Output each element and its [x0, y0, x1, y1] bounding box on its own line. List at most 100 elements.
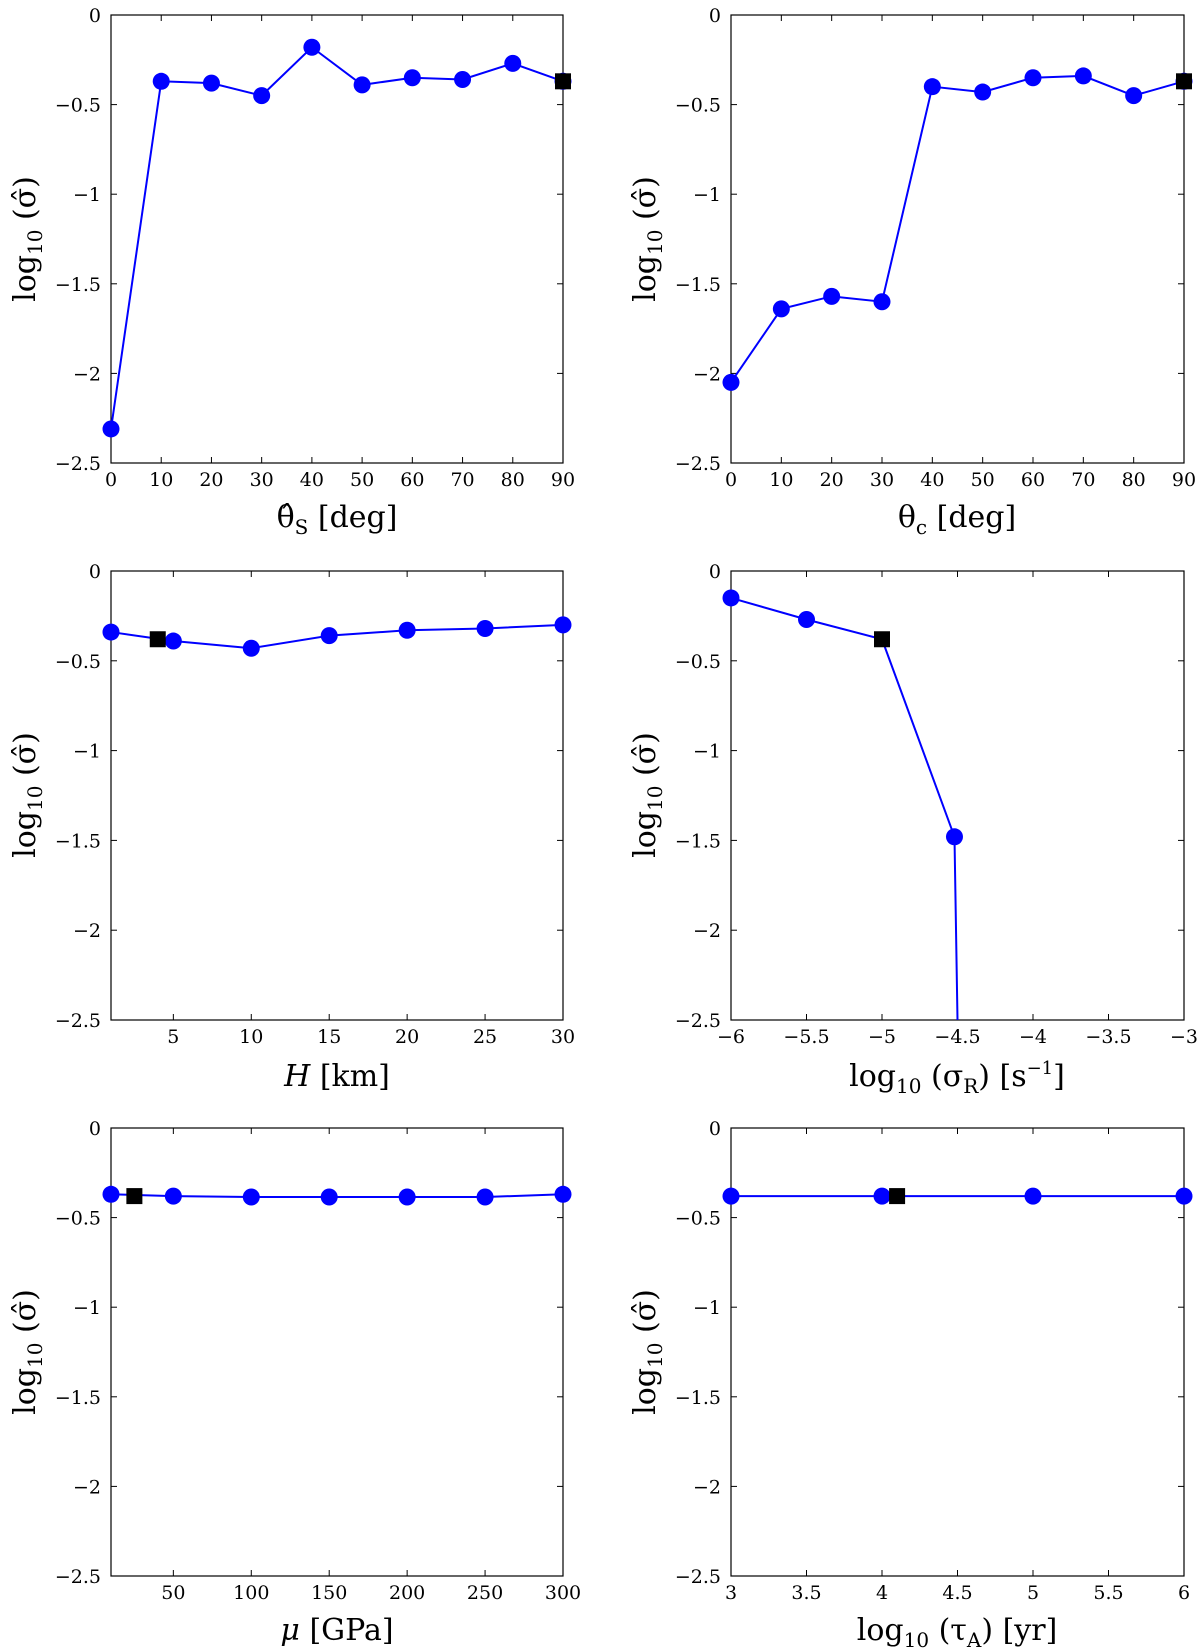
y-tick-label: −1.5 [55, 830, 101, 852]
y-tick-label: −1.5 [55, 1387, 101, 1409]
x-tick-label: −3.5 [1085, 1026, 1131, 1048]
y-tick-label: −1 [73, 1297, 101, 1319]
x-tick-label: −4.5 [934, 1026, 980, 1048]
x-tick-label: 80 [501, 469, 525, 491]
x-tick-label: 5.5 [1093, 1582, 1123, 1604]
data-point [164, 1187, 182, 1205]
plot-frame [730, 14, 1185, 464]
data-point [823, 287, 841, 305]
x-tick-label: 20 [199, 469, 223, 491]
data-point [242, 639, 260, 657]
y-tick-label: 0 [709, 1118, 721, 1140]
y-tick-label: −2 [73, 920, 101, 942]
y-tick-label: 0 [709, 5, 721, 27]
y-tick-label: −1.5 [55, 274, 101, 296]
data-point [554, 1185, 572, 1203]
data-point [102, 1185, 120, 1203]
ticks: −6 −5.5 −5 −4.5 −4 −3.5 −3 0 −0.5 −1 −1.5 −2 −2.5 [675, 561, 1198, 1048]
series [722, 67, 1193, 391]
data-point [873, 293, 891, 311]
y-tick-label: −2.5 [55, 1010, 101, 1032]
y-tick-label: −2 [693, 1476, 721, 1498]
plot-frame [110, 14, 564, 464]
series [102, 616, 572, 657]
data-point [202, 74, 220, 92]
x-tick-label: 25 [473, 1026, 497, 1048]
x-tick-label: 200 [389, 1582, 425, 1604]
y-tick-label: −0.5 [675, 651, 721, 673]
data-point [398, 621, 416, 639]
x-tick-label: 20 [395, 1026, 419, 1048]
y-tick-label: −1.5 [675, 274, 721, 296]
x-tick-label: 30 [551, 1026, 575, 1048]
ticks: 50 100 150 200 250 300 0 −0.5 −1 −1.5 −2 −2.5 [55, 1118, 581, 1604]
data-point [476, 619, 494, 637]
reference-point [555, 73, 571, 90]
y-tick-label: −0.5 [55, 95, 101, 117]
data-point [476, 1188, 494, 1206]
y-axis-label: log10 (σ̂) [8, 732, 47, 858]
y-tick-label: −1 [693, 741, 721, 763]
series-line [730, 74, 1185, 383]
data-point [398, 1188, 416, 1206]
x-tick-label: 4 [876, 1582, 888, 1604]
data-point [353, 76, 371, 94]
ticks: 0 10 20 30 40 50 60 70 80 90 0 −0.5 −1 −1.5 −2 −2.5 [55, 5, 575, 491]
data-point [320, 1188, 338, 1206]
x-tick-label: 60 [400, 469, 424, 491]
x-tick-label: −6 [717, 1026, 745, 1048]
x-tick-label: 3.5 [791, 1582, 821, 1604]
y-tick-label: −2.5 [55, 453, 101, 475]
y-tick-label: −1 [693, 184, 721, 206]
ticks: 3 3.5 4 4.5 5 5.5 6 0 −0.5 −1 −1.5 −2 −2.5 [675, 1118, 1190, 1604]
x-tick-label: 5 [167, 1026, 179, 1048]
x-tick-label: 60 [1021, 469, 1045, 491]
x-tick-label: −5.5 [783, 1026, 829, 1048]
x-tick-label: 50 [971, 469, 995, 491]
x-tick-label: 250 [467, 1582, 503, 1604]
data-point [722, 373, 740, 391]
y-tick-label: −2.5 [675, 1010, 721, 1032]
reference-point [874, 631, 890, 648]
data-point [403, 69, 421, 87]
y-axis-label: log10 (σ̂) [8, 176, 47, 302]
data-point [102, 420, 120, 438]
x-tick-label: 4.5 [942, 1582, 972, 1604]
ticks: 0 10 20 30 40 50 60 70 80 90 0 −0.5 −1 −1.5 −2 −2.5 [675, 5, 1196, 491]
data-point [1125, 87, 1143, 105]
data-point [164, 632, 182, 650]
series [722, 1187, 1193, 1205]
x-tick-label: 150 [311, 1582, 347, 1604]
data-point [798, 610, 815, 628]
panel-sigma-r: −6 −5.5 −5 −4.5 −4 −3.5 −3 0 −0.5 −1 −1.5 −2 −2.5 lo… [628, 561, 1198, 1098]
data-point [253, 87, 271, 105]
x-tick-label: 20 [820, 469, 844, 491]
data-point [722, 1187, 740, 1205]
y-tick-label: −0.5 [675, 1208, 721, 1230]
x-tick-label: −3 [1170, 1026, 1198, 1048]
x-tick-label: 300 [545, 1582, 581, 1604]
data-point [1175, 1187, 1193, 1205]
x-tick-label: −4 [1019, 1026, 1047, 1048]
x-tick-label: 40 [300, 469, 324, 491]
x-tick-label: 10 [149, 469, 173, 491]
data-point [873, 1187, 891, 1205]
y-tick-label: −1 [73, 184, 101, 206]
y-tick-label: −0.5 [55, 1208, 101, 1230]
x-tick-label: −5 [868, 1026, 896, 1048]
data-point [1074, 67, 1092, 85]
x-tick-label: 3 [725, 1582, 737, 1604]
x-tick-label: 10 [239, 1026, 263, 1048]
y-tick-label: −2 [73, 363, 101, 385]
x-axis-label: θ̂S [deg] [277, 500, 398, 539]
y-tick-label: 0 [709, 561, 721, 583]
x-axis-label: log10 (σR) [s−1] [849, 1058, 1065, 1098]
x-tick-label: 50 [350, 469, 374, 491]
series [102, 1185, 572, 1206]
y-axis-label: log10 (σ̂) [628, 176, 667, 302]
data-point [1024, 69, 1042, 87]
data-point [554, 616, 572, 634]
reference-point [1176, 73, 1192, 90]
reference-point [149, 631, 166, 648]
